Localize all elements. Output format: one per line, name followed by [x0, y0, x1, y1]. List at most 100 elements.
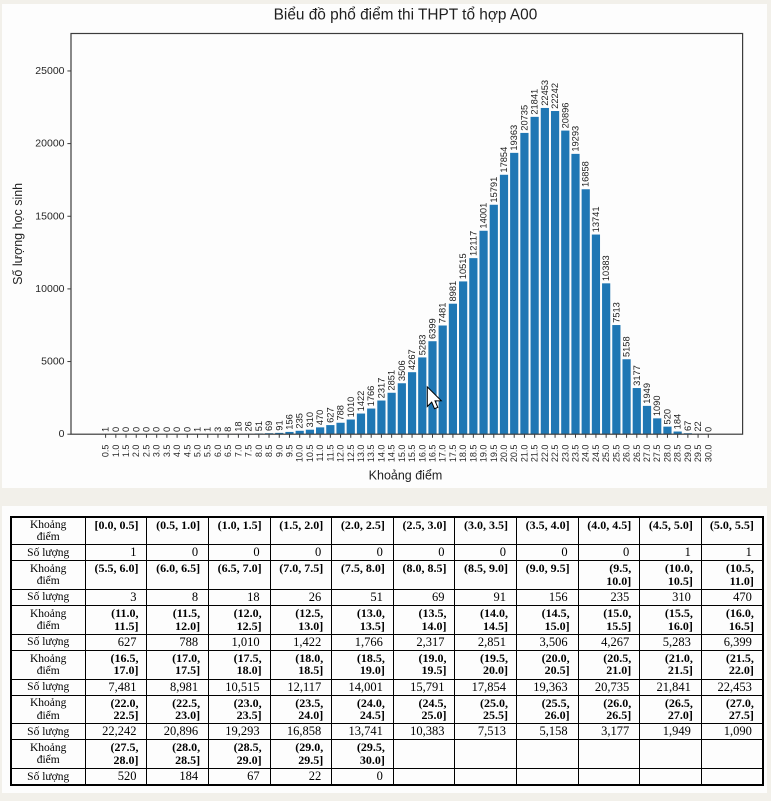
svg-text:7513: 7513	[611, 302, 621, 323]
svg-text:15.5: 15.5	[407, 445, 417, 463]
svg-text:5.0: 5.0	[193, 445, 203, 458]
svg-text:12117: 12117	[468, 231, 478, 256]
svg-text:Khoảng điểm: Khoảng điểm	[369, 469, 443, 483]
svg-text:9.0: 9.0	[274, 445, 284, 458]
svg-text:1090: 1090	[652, 395, 662, 416]
svg-text:7481: 7481	[438, 303, 448, 324]
svg-text:5.5: 5.5	[203, 445, 213, 458]
svg-text:0: 0	[121, 427, 131, 432]
svg-text:15000: 15000	[35, 210, 64, 222]
svg-text:788: 788	[336, 405, 346, 421]
svg-text:0: 0	[152, 427, 162, 432]
svg-text:3.5: 3.5	[162, 445, 172, 458]
svg-text:28.5: 28.5	[673, 445, 683, 463]
svg-text:20735: 20735	[519, 105, 529, 131]
svg-text:20.0: 20.0	[499, 445, 509, 463]
svg-text:25000: 25000	[35, 65, 64, 77]
svg-text:0: 0	[111, 427, 121, 432]
svg-text:470: 470	[315, 410, 325, 426]
svg-text:8.5: 8.5	[264, 445, 274, 458]
svg-text:13741: 13741	[591, 206, 601, 232]
svg-text:22.5: 22.5	[550, 445, 560, 463]
svg-text:14001: 14001	[479, 203, 489, 229]
svg-text:6.0: 6.0	[213, 445, 223, 458]
svg-text:0.5: 0.5	[101, 445, 111, 458]
svg-text:29.5: 29.5	[693, 445, 703, 463]
svg-text:16.0: 16.0	[417, 445, 427, 463]
svg-text:310: 310	[305, 412, 315, 428]
svg-text:10383: 10383	[601, 255, 611, 281]
svg-text:23.0: 23.0	[560, 445, 570, 463]
svg-text:17.5: 17.5	[448, 445, 458, 463]
svg-text:27.0: 27.0	[642, 445, 652, 463]
svg-text:2317: 2317	[376, 378, 386, 399]
svg-text:25.0: 25.0	[601, 445, 611, 463]
svg-text:3: 3	[213, 427, 223, 432]
svg-text:8981: 8981	[448, 281, 458, 302]
svg-text:3.0: 3.0	[152, 445, 162, 458]
svg-text:0: 0	[131, 427, 141, 432]
svg-text:20000: 20000	[35, 138, 64, 150]
svg-text:22.0: 22.0	[540, 445, 550, 463]
svg-text:0: 0	[59, 428, 65, 440]
svg-text:10000: 10000	[35, 283, 64, 295]
svg-text:0: 0	[182, 427, 192, 432]
svg-text:12.5: 12.5	[346, 445, 356, 463]
svg-text:51: 51	[254, 421, 264, 431]
svg-text:1: 1	[203, 427, 213, 432]
svg-text:13.0: 13.0	[356, 445, 366, 463]
svg-text:10.0: 10.0	[295, 445, 305, 463]
svg-text:6.5: 6.5	[223, 445, 233, 458]
svg-text:11.0: 11.0	[315, 445, 325, 462]
svg-text:15.0: 15.0	[397, 445, 407, 463]
svg-text:Số lượng học sinh: Số lượng học sinh	[11, 183, 25, 285]
svg-text:184: 184	[673, 414, 683, 430]
svg-text:67: 67	[683, 421, 693, 431]
svg-text:9.5: 9.5	[284, 445, 294, 458]
svg-text:24.0: 24.0	[581, 445, 591, 463]
svg-text:10515: 10515	[458, 253, 468, 279]
svg-text:1422: 1422	[356, 391, 366, 412]
svg-text:156: 156	[284, 414, 294, 430]
svg-text:8: 8	[223, 427, 233, 432]
svg-text:5283: 5283	[417, 335, 427, 356]
svg-text:627: 627	[325, 407, 335, 423]
svg-text:21841: 21841	[530, 89, 540, 115]
svg-text:1.5: 1.5	[121, 445, 131, 458]
svg-text:30.0: 30.0	[703, 445, 713, 463]
svg-text:20896: 20896	[560, 103, 570, 129]
svg-text:3177: 3177	[632, 365, 642, 386]
svg-text:5000: 5000	[41, 356, 65, 368]
svg-text:0: 0	[172, 427, 182, 432]
svg-text:18.5: 18.5	[468, 445, 478, 463]
svg-text:69: 69	[264, 421, 274, 431]
svg-text:1766: 1766	[366, 386, 376, 407]
svg-text:26: 26	[244, 421, 254, 431]
svg-text:2.5: 2.5	[141, 445, 151, 458]
svg-text:235: 235	[295, 413, 305, 429]
svg-text:22453: 22453	[540, 80, 550, 106]
svg-text:16858: 16858	[581, 161, 591, 187]
svg-text:Biểu đồ phổ điểm thi THPT tổ h: Biểu đồ phổ điểm thi THPT tổ hợp A00	[274, 7, 538, 24]
svg-text:24.5: 24.5	[591, 445, 601, 463]
svg-text:13.5: 13.5	[366, 445, 376, 463]
svg-text:18: 18	[233, 421, 243, 431]
svg-text:1.0: 1.0	[111, 445, 121, 458]
svg-text:91: 91	[274, 420, 284, 430]
svg-text:26.5: 26.5	[632, 445, 642, 463]
svg-text:29.0: 29.0	[683, 445, 693, 463]
svg-text:19293: 19293	[571, 126, 581, 152]
svg-text:21.5: 21.5	[530, 445, 540, 463]
svg-text:23.5: 23.5	[571, 445, 581, 463]
svg-text:10.5: 10.5	[305, 445, 315, 463]
svg-text:4267: 4267	[407, 349, 417, 370]
svg-text:1010: 1010	[346, 397, 356, 418]
svg-text:18.0: 18.0	[458, 445, 468, 463]
svg-text:7.5: 7.5	[244, 445, 254, 458]
svg-text:14.0: 14.0	[376, 445, 386, 463]
svg-text:19363: 19363	[509, 125, 519, 151]
svg-text:15791: 15791	[489, 177, 499, 203]
svg-text:7.0: 7.0	[233, 445, 243, 458]
svg-text:1: 1	[101, 427, 111, 432]
svg-text:2851: 2851	[387, 370, 397, 391]
